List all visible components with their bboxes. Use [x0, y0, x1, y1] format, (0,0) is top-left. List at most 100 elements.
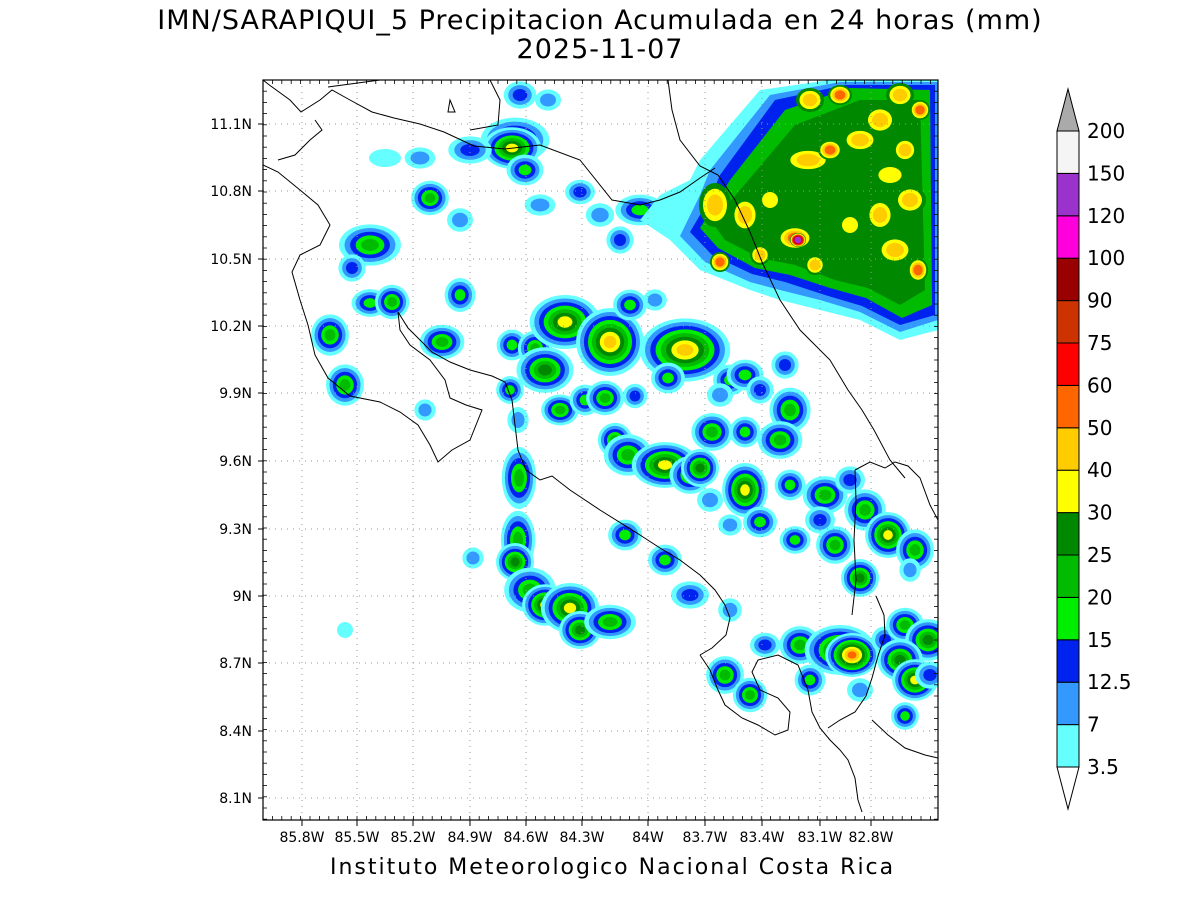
colorbar-segment: [1056, 681, 1080, 726]
precip-contour: [784, 403, 796, 417]
precip-contour: [454, 289, 466, 301]
colorbar-label: 75: [1087, 331, 1112, 355]
island: [447, 98, 456, 113]
panama-border: [851, 461, 938, 616]
precip-contour: [922, 634, 934, 646]
lon-tick-label: 85.8W: [279, 830, 324, 846]
colorbar-max-arrow: [1056, 87, 1080, 132]
precip-contour: [722, 602, 738, 618]
precip-contour: [794, 639, 806, 651]
precip-contour: [834, 90, 846, 100]
colorbar-segment: [1056, 512, 1080, 556]
precip-contour: [345, 261, 359, 275]
lon-tick-label: 84W: [632, 830, 664, 846]
precip-contour: [540, 93, 556, 107]
precip-contour: [676, 344, 694, 356]
colorbar-label: 100: [1087, 246, 1125, 270]
precip-contour: [842, 217, 858, 233]
precip-contour: [903, 562, 917, 578]
precip-contour: [789, 535, 801, 545]
precip-contour: [762, 192, 778, 208]
precip-contour: [740, 484, 750, 496]
colorbar-segment: [1056, 724, 1080, 768]
precip-contour: [514, 469, 524, 487]
colorbar: 3.5 7 12.5 15 20 25 30 40 50 60 75 90 100 120 150 200: [1056, 87, 1132, 811]
colorbar-label: 50: [1087, 416, 1112, 440]
precip-contour: [573, 186, 587, 198]
precip-contour: [899, 620, 911, 630]
precip-contour: [506, 339, 518, 351]
precip-contour: [722, 518, 738, 532]
colorbar-segment: [1056, 257, 1080, 302]
precip-contour: [778, 358, 792, 372]
caribbean-rain-mass: [640, 80, 938, 340]
colorbar-segment: [1056, 300, 1080, 344]
burica-coast: [827, 595, 886, 729]
precip-contour: [621, 449, 635, 461]
colorbar-min-arrow: [1056, 766, 1080, 811]
nicaragua-border: [263, 80, 716, 206]
colorbar-segment: [1056, 384, 1080, 429]
precip-contour: [602, 617, 618, 627]
precip-contour: [872, 112, 888, 128]
precip-contour: [647, 293, 663, 307]
precip-contour: [466, 551, 480, 565]
precip-contour: [435, 337, 449, 347]
nicoya-coast: [263, 164, 483, 463]
precip-contour: [712, 387, 728, 403]
colorbar-label: 60: [1087, 373, 1112, 397]
precip-contour: [738, 369, 752, 381]
map-frame: [262, 79, 939, 821]
precip-contour: [369, 149, 401, 167]
precip-contour: [758, 639, 772, 651]
precip-contour: [796, 153, 820, 167]
precip-contour: [707, 194, 723, 216]
coastlines: [263, 80, 938, 813]
precip-contour: [847, 651, 857, 659]
colorbar-label: 3.5: [1087, 755, 1119, 779]
lat-tick-label: 10.2N: [210, 319, 252, 335]
precip-contour: [629, 390, 641, 402]
panama-coast: [871, 719, 938, 759]
lon-tick-label: 83.4W: [739, 830, 784, 846]
precip-contour: [603, 335, 617, 349]
precip-contour: [773, 434, 787, 446]
lon-tick-label: 84.9W: [447, 830, 492, 846]
precip-contour: [695, 463, 705, 473]
precipitation-field: [311, 80, 938, 730]
precip-contour: [818, 489, 832, 501]
lat-tick-label: 9N: [233, 589, 252, 605]
precip-contour: [909, 544, 921, 556]
map-date: 2025-11-07: [516, 34, 684, 65]
lat-tick-label: 9.3N: [219, 522, 252, 538]
lat-tick-label: 11.1N: [210, 117, 252, 133]
precip-contour: [613, 233, 627, 247]
precip-contour: [898, 143, 912, 157]
precip-contour: [737, 206, 753, 224]
precip-contour: [510, 557, 520, 567]
precip-contour: [424, 193, 436, 203]
lon-tick-label: 84.3W: [559, 830, 604, 846]
precip-contour: [855, 573, 865, 583]
precip-contour: [913, 264, 923, 276]
precip-contour: [852, 682, 868, 698]
precip-contour: [802, 93, 818, 107]
lon-tick-label: 84.6W: [503, 830, 548, 846]
colorbar-label: 120: [1087, 204, 1125, 228]
precip-contour: [754, 516, 766, 528]
precip-contour: [363, 298, 377, 308]
osa-peninsula: [699, 654, 863, 813]
precip-contour: [878, 167, 902, 183]
colorbar-segment: [1056, 639, 1080, 683]
precip-contour: [518, 164, 532, 176]
precip-contour: [410, 151, 430, 165]
colorbar-segment: [1056, 130, 1080, 174]
colorbar-segment: [1056, 469, 1080, 514]
precip-contour: [753, 383, 767, 397]
precip-contour: [554, 405, 566, 415]
precip-contour: [883, 530, 893, 540]
precip-contour: [754, 249, 766, 261]
gulf-nicoya: [397, 311, 731, 656]
precip-contour: [460, 143, 480, 157]
